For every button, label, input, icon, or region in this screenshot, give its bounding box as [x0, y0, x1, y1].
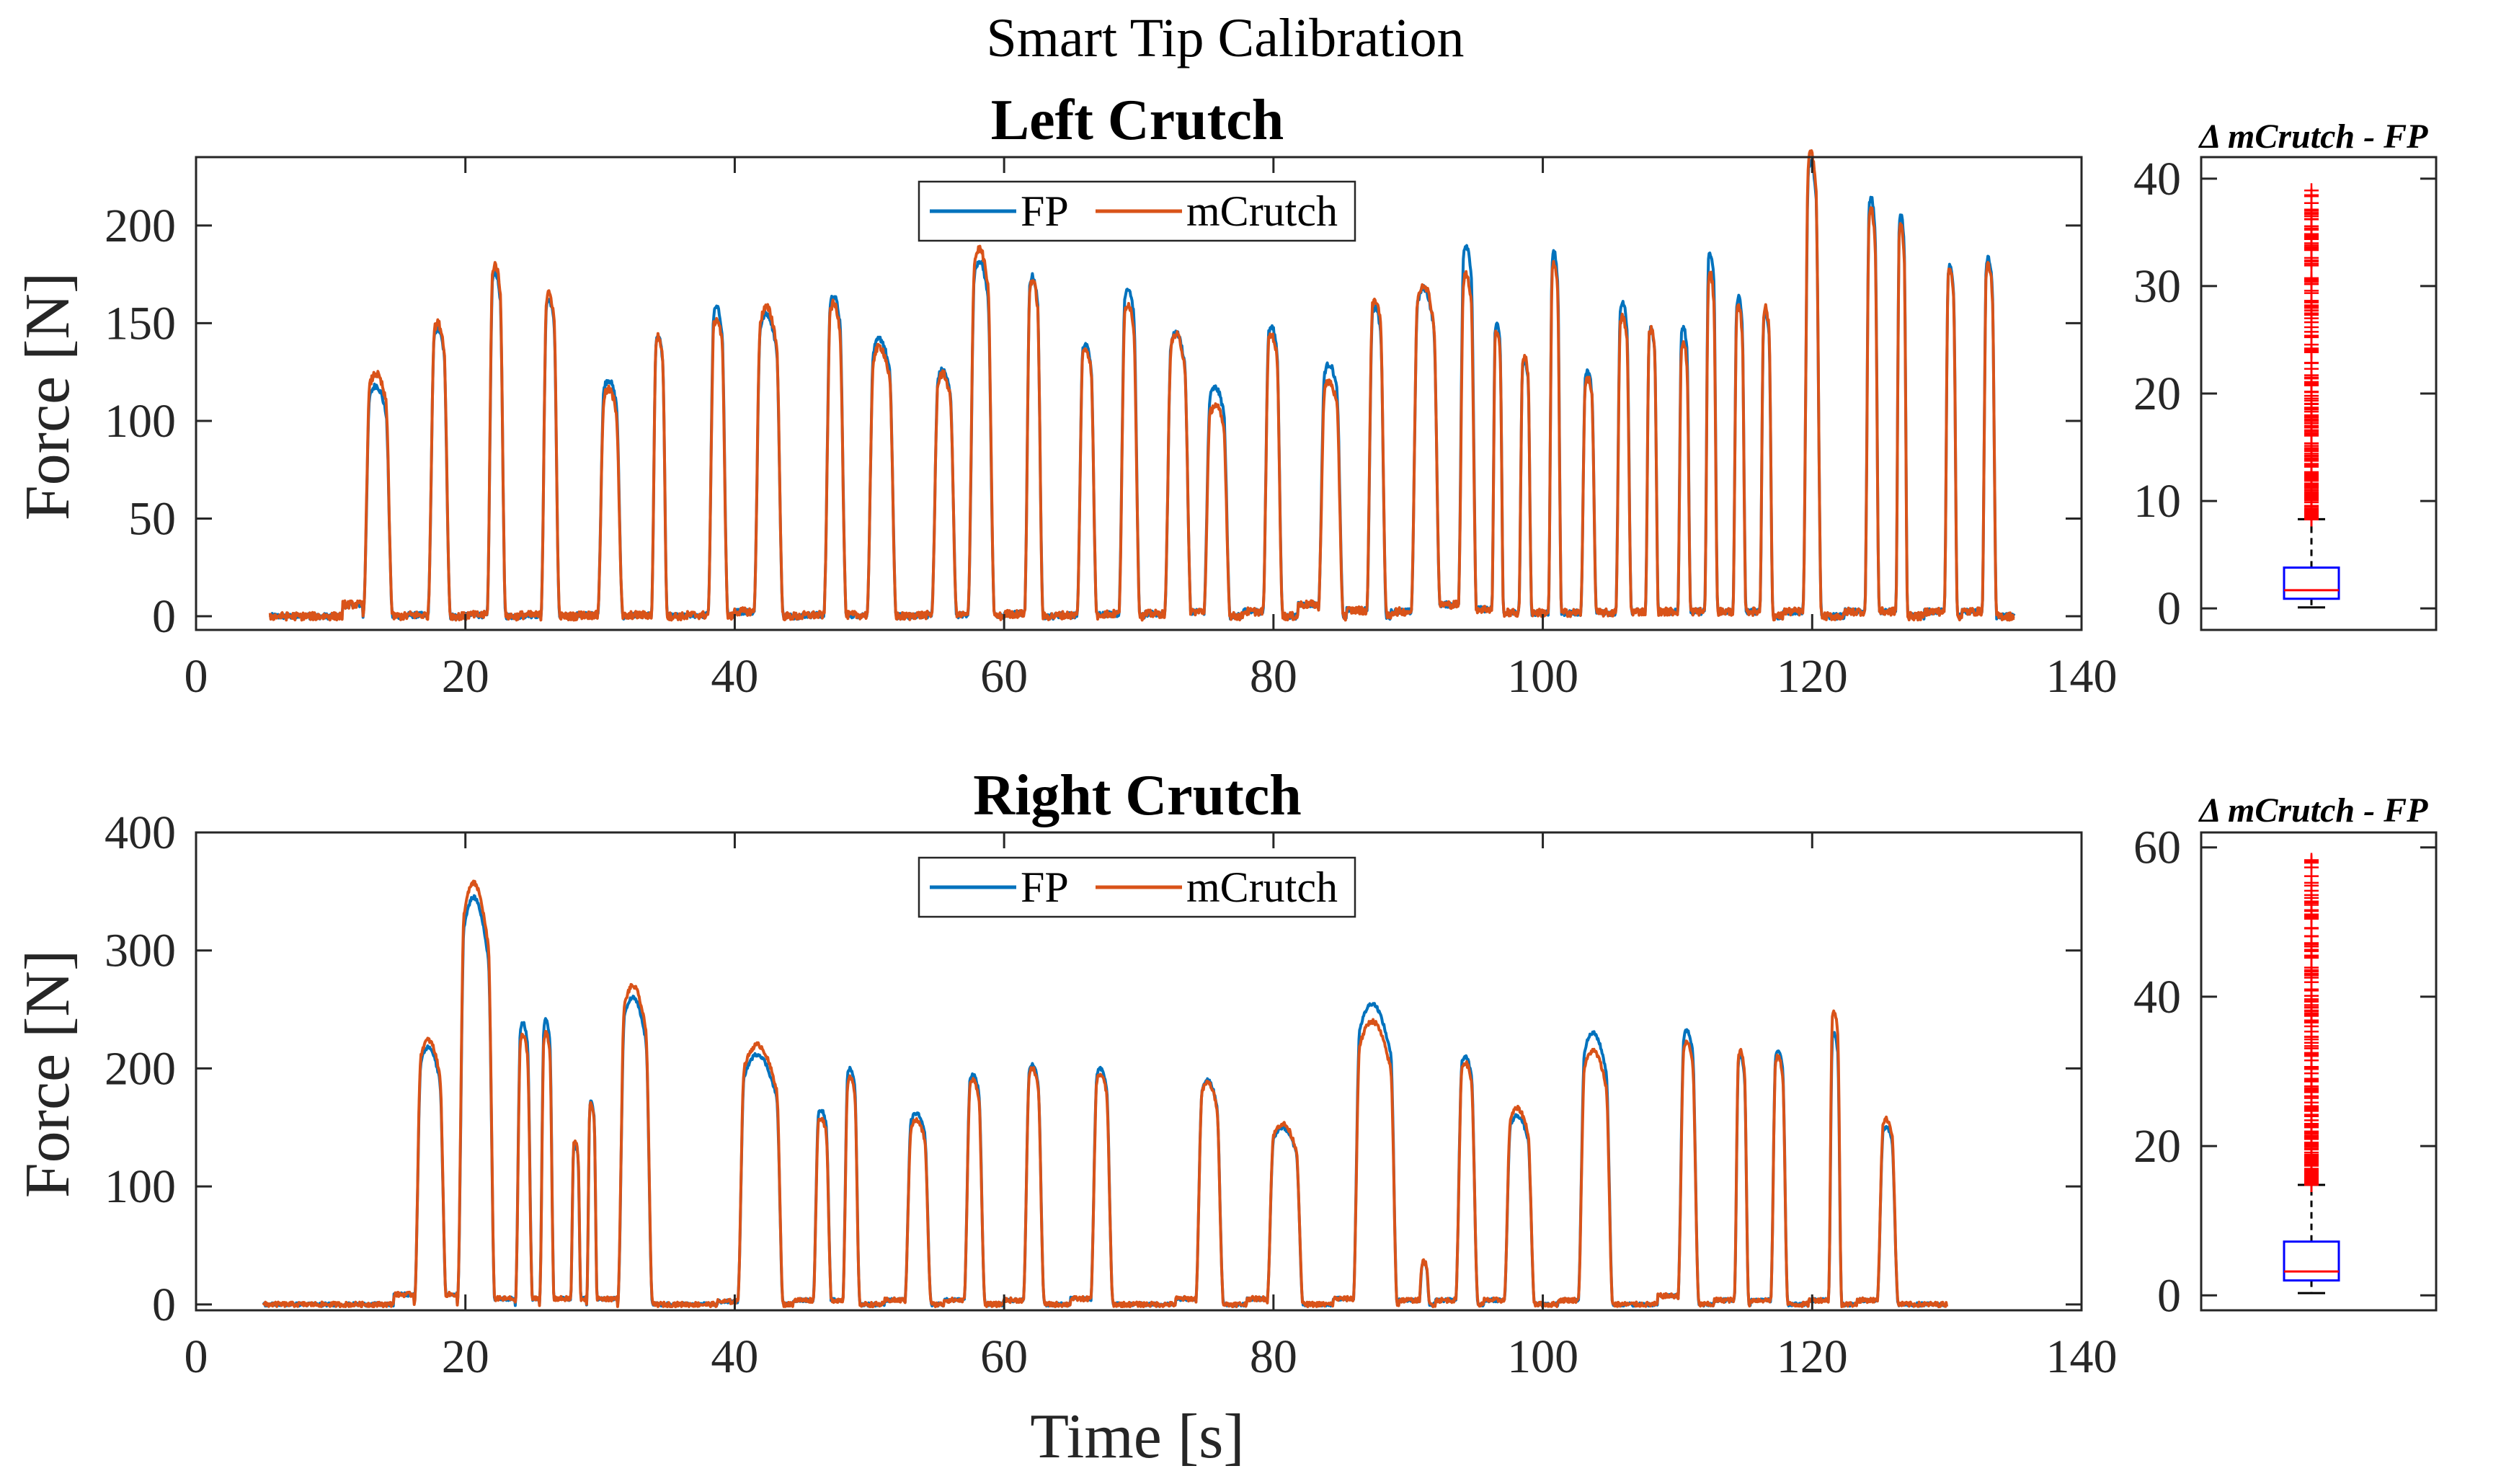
x-axis-label: Time [s] [1030, 1402, 1244, 1472]
outlier-marker [2304, 1003, 2319, 1018]
right-delta-boxplot: Δ mCrutch - FP 0 20 40 60 [2133, 791, 2438, 1322]
legend-fp-label: FP [1021, 863, 1069, 911]
outlier-marker [2304, 221, 2319, 236]
outlier-marker [2304, 1150, 2319, 1165]
outlier-marker [2304, 1177, 2319, 1192]
x-tick-label: 40 [711, 650, 758, 703]
y-tick-label: 300 [105, 925, 176, 977]
right-boxplot-title: Δ mCrutch - FP [2198, 791, 2429, 830]
outlier-marker [2304, 270, 2319, 285]
x-tick-label: 60 [980, 1330, 1028, 1383]
outlier-marker [2304, 345, 2319, 360]
y-tick-label: 100 [105, 1160, 176, 1213]
outlier-marker [2304, 368, 2319, 383]
outlier-marker [2304, 1095, 2319, 1110]
x-tick-label: 20 [442, 1330, 489, 1383]
right-boxplot-axes-box [2200, 831, 2438, 1312]
right-crutch-title: Right Crutch [973, 764, 1302, 827]
y-tick-label: 20 [2133, 368, 2181, 420]
x-tick-label: 80 [1250, 650, 1297, 703]
x-tick-label: 120 [1777, 650, 1848, 703]
y-tick-label: 0 [2157, 582, 2181, 635]
x-tick-label: 100 [1507, 650, 1578, 703]
figure-title: Smart Tip Calibration [987, 8, 1465, 68]
y-tick-label: 100 [105, 395, 176, 448]
left-boxplot-title: Δ mCrutch - FP [2198, 117, 2429, 156]
x-tick-label: 120 [1777, 1330, 1848, 1383]
right-boxplot-marks [2283, 853, 2340, 1294]
left-crutch-axes-box [195, 156, 2083, 631]
series-line-mcrutch [262, 879, 1949, 1309]
y-tick-label: 200 [105, 1042, 176, 1095]
left-boxplot-axes-box [2200, 156, 2438, 631]
left-crutch-plot: Left Crutch Force [N] 0 50 100 150 200 0 20 40 6… [13, 89, 2118, 703]
legend-mcrutch-label: mCrutch [1186, 863, 1338, 911]
series-line-mcrutch [268, 149, 2015, 622]
outlier-marker [2304, 293, 2319, 308]
y-tick-label: 40 [2133, 971, 2181, 1023]
outlier-marker [2304, 183, 2319, 198]
outlier-marker [2304, 404, 2319, 419]
right-crutch-ticks: 0 100 200 300 400 0 20 40 60 80 100 120 140 [105, 807, 2118, 1383]
x-tick-label: 100 [1507, 1330, 1578, 1383]
right-crutch-lines [262, 879, 1949, 1309]
outlier-marker [2304, 1053, 2319, 1068]
x-tick-label: 20 [442, 650, 489, 703]
y-tick-label: 0 [2157, 1269, 2181, 1322]
right-y-axis-label: Force [N] [13, 950, 83, 1199]
left-crutch-lines [268, 149, 2016, 622]
x-tick-label: 140 [2046, 1330, 2118, 1383]
y-tick-label: 400 [105, 807, 176, 859]
outlier-marker [2304, 203, 2319, 218]
left-crutch-ticks: 0 50 100 150 200 0 20 40 60 80 100 120 140 [105, 157, 2118, 703]
y-tick-label: 0 [152, 590, 176, 643]
right-crutch-plot: Right Crutch Force [N] Time [s] 01002003… [13, 764, 2118, 1472]
outlier-marker [2304, 487, 2319, 502]
x-tick-label: 140 [2046, 650, 2118, 703]
y-tick-label: 30 [2133, 260, 2181, 313]
y-tick-label: 50 [128, 492, 176, 545]
right-crutch-axes-box [195, 831, 2083, 1312]
left-boxplot-marks [2283, 183, 2340, 609]
left-crutch-title: Left Crutch [991, 89, 1284, 152]
y-tick-label: 150 [105, 297, 176, 350]
outlier-marker [2304, 512, 2319, 527]
outlier-marker [2304, 442, 2319, 457]
x-tick-label: 60 [980, 650, 1028, 703]
y-tick-label: 0 [152, 1279, 176, 1331]
y-tick-label: 40 [2133, 153, 2181, 205]
outlier-marker [2304, 1132, 2319, 1147]
left-delta-boxplot: Δ mCrutch - FP 0 10 20 30 40 [2133, 117, 2438, 635]
outlier-marker [2304, 939, 2319, 954]
x-tick-label: 0 [185, 1330, 208, 1383]
box-iqr [2283, 567, 2340, 600]
x-tick-label: 40 [711, 1330, 758, 1383]
outlier-marker [2304, 253, 2319, 268]
x-tick-label: 80 [1250, 1330, 1297, 1383]
outlier-marker [2304, 853, 2319, 868]
right-boxplot-ticks: 0 20 40 60 [2133, 822, 2436, 1322]
legend-fp-label: FP [1021, 187, 1069, 235]
right-crutch-legend: FP mCrutch [918, 856, 1356, 918]
y-tick-label: 60 [2133, 822, 2181, 874]
outlier-marker [2304, 1032, 2319, 1047]
outlier-marker [2304, 883, 2319, 898]
outlier-marker [2304, 988, 2319, 1003]
y-tick-label: 200 [105, 200, 176, 252]
legend-mcrutch-label: mCrutch [1186, 187, 1338, 235]
left-crutch-legend: FP mCrutch [918, 180, 1356, 242]
outlier-marker [2304, 473, 2319, 488]
outlier-marker [2304, 911, 2319, 926]
y-tick-label: 10 [2133, 475, 2181, 528]
box-iqr [2283, 1240, 2340, 1282]
y-tick-label: 20 [2133, 1120, 2181, 1173]
outlier-marker [2304, 427, 2319, 442]
x-tick-label: 0 [185, 650, 208, 703]
left-boxplot-ticks: 0 10 20 30 40 [2133, 153, 2436, 635]
outlier-marker [2304, 324, 2319, 339]
left-y-axis-label: Force [N] [13, 272, 83, 521]
